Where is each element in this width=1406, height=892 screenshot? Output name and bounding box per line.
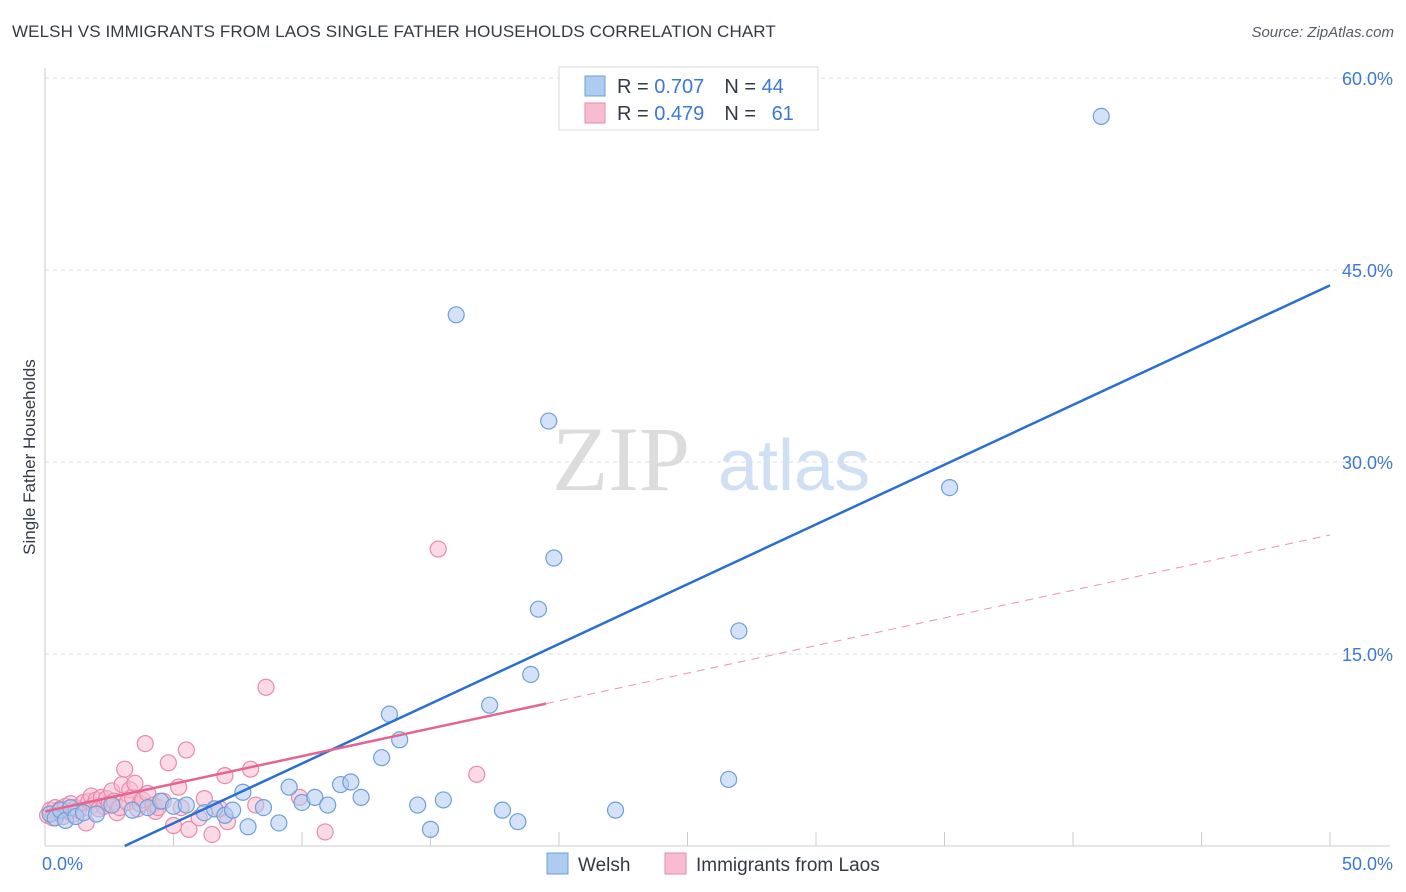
welsh-point-42 xyxy=(545,549,563,567)
welsh-point-36 xyxy=(481,696,499,714)
welsh-trend-line xyxy=(124,284,1331,848)
welsh-point-20 xyxy=(254,798,273,817)
legend-welsh-stats: R = 0.707 N = 44 xyxy=(617,76,784,98)
legend-laos-stats: R = 0.479 N = 61 xyxy=(617,103,794,125)
chart-title: WELSH VS IMMIGRANTS FROM LAOS SINGLE FAT… xyxy=(12,22,776,41)
welsh-point-43 xyxy=(606,801,625,819)
welsh-point-46 xyxy=(941,479,959,497)
welsh-point-33 xyxy=(421,820,440,838)
welsh-point-32 xyxy=(409,796,427,814)
stats-legend: R = 0.707 N = 44 R = 0.479 N = 61 xyxy=(558,66,819,131)
welsh-point-39 xyxy=(522,665,540,684)
trend-lines xyxy=(44,284,1331,848)
welsh-point-13 xyxy=(177,796,195,814)
x-tick-label-0: 0.0% xyxy=(42,854,83,874)
x-tick-label-1: 50.0% xyxy=(1342,854,1393,874)
watermark: ZIP atlas xyxy=(552,408,870,510)
laos-point-59 xyxy=(316,823,334,841)
laos-trend-extension xyxy=(546,534,1331,705)
welsh-point-25 xyxy=(319,796,337,814)
welsh-point-17 xyxy=(224,801,242,819)
welsh-point-7 xyxy=(87,805,106,823)
welsh-point-38 xyxy=(509,813,527,831)
welsh-point-27 xyxy=(342,773,360,791)
laos-point-37 xyxy=(136,734,154,753)
legend-welsh-r-label: R = xyxy=(617,76,654,98)
legend-laos-r-value: 0.479 xyxy=(654,103,704,125)
watermark-zip: ZIP xyxy=(552,408,690,510)
y-axis-label: Single Father Households xyxy=(20,359,39,555)
laos-point-43 xyxy=(159,754,177,772)
laos-point-61 xyxy=(468,765,486,783)
y-tick-label-3: 60.0% xyxy=(1342,69,1393,89)
chart-source: Source: ZipAtlas.com xyxy=(1251,24,1394,41)
tick-labels: 15.0% 30.0% 45.0% 60.0% 0.0% 50.0% xyxy=(42,69,1393,874)
welsh-point-28 xyxy=(352,788,370,806)
legend-laos-r-label: R = xyxy=(617,103,654,125)
bottom-legend-swatch-laos xyxy=(664,852,687,875)
welsh-point-37 xyxy=(493,801,512,819)
watermark-atlas: atlas xyxy=(718,426,870,506)
welsh-point-29 xyxy=(373,749,391,767)
legend-welsh-n-label: N = xyxy=(724,76,761,98)
welsh-point-40 xyxy=(529,600,548,618)
laos-point-29 xyxy=(116,760,134,778)
grid-lines xyxy=(45,77,1390,655)
legend-swatch-welsh xyxy=(584,75,606,97)
welsh-point-21 xyxy=(270,814,288,832)
welsh-point-24 xyxy=(306,788,324,806)
welsh-point-34 xyxy=(434,791,452,809)
legend-laos-n-value: 61 xyxy=(772,103,794,125)
y-tick-label-0: 15.0% xyxy=(1342,645,1393,665)
laos-point-51 xyxy=(203,825,221,844)
welsh-point-47 xyxy=(1092,107,1110,126)
y-tick-label-2: 45.0% xyxy=(1342,261,1393,281)
legend-welsh-n-value: 44 xyxy=(762,76,784,98)
welsh-point-41 xyxy=(540,412,558,430)
welsh-point-19 xyxy=(239,818,257,836)
laos-point-33 xyxy=(126,774,144,792)
laos-point-48 xyxy=(180,820,198,838)
axes xyxy=(44,68,1390,847)
welsh-point-35 xyxy=(447,306,465,324)
laos-point-47 xyxy=(177,741,195,759)
laos-point-53 xyxy=(216,766,234,785)
bottom-legend-laos: Immigrants from Laos xyxy=(696,855,880,876)
laos-point-60 xyxy=(429,540,447,558)
y-tick-label-1: 30.0% xyxy=(1342,453,1393,473)
bottom-legend-swatch-welsh xyxy=(546,852,569,875)
welsh-point-45 xyxy=(730,622,748,640)
welsh-point-9 xyxy=(123,801,141,819)
legend-welsh-r-value: 0.707 xyxy=(654,76,704,98)
legend-laos-n-label: N = xyxy=(724,103,761,125)
laos-trend-line xyxy=(44,702,547,813)
bottom-legend-welsh: Welsh xyxy=(578,855,630,876)
series-legend: Welsh Immigrants from Laos xyxy=(546,852,880,876)
welsh-point-44 xyxy=(720,770,738,789)
laos-point-57 xyxy=(257,678,275,696)
legend-swatch-laos xyxy=(584,102,606,124)
welsh-point-22 xyxy=(280,778,298,796)
